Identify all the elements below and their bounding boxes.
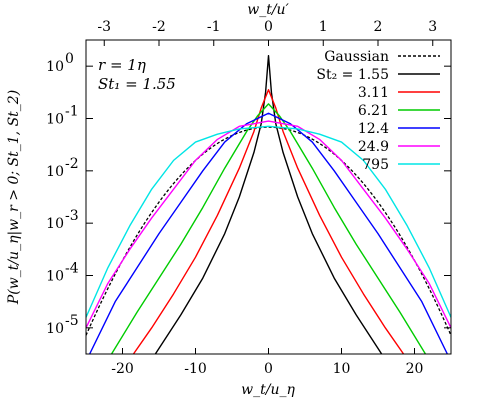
legend-label: 6.21 <box>358 103 389 119</box>
top-x-tick-label: 3 <box>428 19 437 35</box>
series-line-0 <box>154 55 383 354</box>
y-axis-label: P(w_t/u_η|w_r > 0; St_1, St_2) <box>6 90 22 305</box>
top-x-tick-label: -3 <box>97 19 111 35</box>
y-tick-exponent: -4 <box>65 261 79 277</box>
annotation-st1: St₁ = 1.55 <box>98 75 176 93</box>
x-tick-label: 10 <box>333 361 351 377</box>
legend-label: 795 <box>362 157 389 173</box>
legend-label: 3.11 <box>358 85 389 101</box>
top-x-tick-label: -1 <box>207 19 221 35</box>
top-x-axis-label: w_t/u′ <box>247 2 289 18</box>
x-axis-label: w_t/u_η <box>241 382 295 398</box>
series-line-2 <box>110 103 427 354</box>
legend-label: Gaussian <box>324 49 389 65</box>
gaussian-curve <box>86 126 451 336</box>
axis-ticks <box>86 40 451 354</box>
series-line-4 <box>86 120 451 329</box>
y-tick-exponent: 0 <box>65 51 74 67</box>
y-tick-exponent: -5 <box>65 313 79 329</box>
series-line-1 <box>132 89 405 354</box>
annotation-r: r = 1η <box>98 56 146 74</box>
y-tick-label: 10 <box>46 164 64 180</box>
x-tick-label: -10 <box>184 361 207 377</box>
x-tick-label: -20 <box>111 361 134 377</box>
top-x-tick-label: 0 <box>264 19 273 35</box>
y-tick-label: 10 <box>46 59 64 75</box>
y-tick-label: 10 <box>46 269 64 285</box>
y-tick-label: 10 <box>46 216 64 232</box>
top-x-tick-label: 2 <box>374 19 383 35</box>
legend-label: St₂ = 1.55 <box>316 67 389 83</box>
legend-label: 12.4 <box>358 121 389 137</box>
top-x-tick-label: -2 <box>152 19 166 35</box>
y-tick-exponent: -3 <box>65 208 79 224</box>
legend-label: 24.9 <box>358 139 389 155</box>
y-tick-label: 10 <box>46 112 64 128</box>
legend: Gaussian St₂ = 1.55 3.11 6.21 12.4 24.9 795 <box>316 49 440 173</box>
y-tick-exponent: -1 <box>65 104 79 120</box>
series-line-5 <box>86 125 451 318</box>
top-x-tick-label: 1 <box>319 19 328 35</box>
y-tick-exponent: -2 <box>65 156 79 172</box>
x-tick-label: 0 <box>264 361 273 377</box>
x-tick-label: 20 <box>406 361 424 377</box>
series-line-3 <box>89 112 448 354</box>
plot-lines <box>86 55 451 354</box>
y-tick-label: 10 <box>46 321 64 337</box>
